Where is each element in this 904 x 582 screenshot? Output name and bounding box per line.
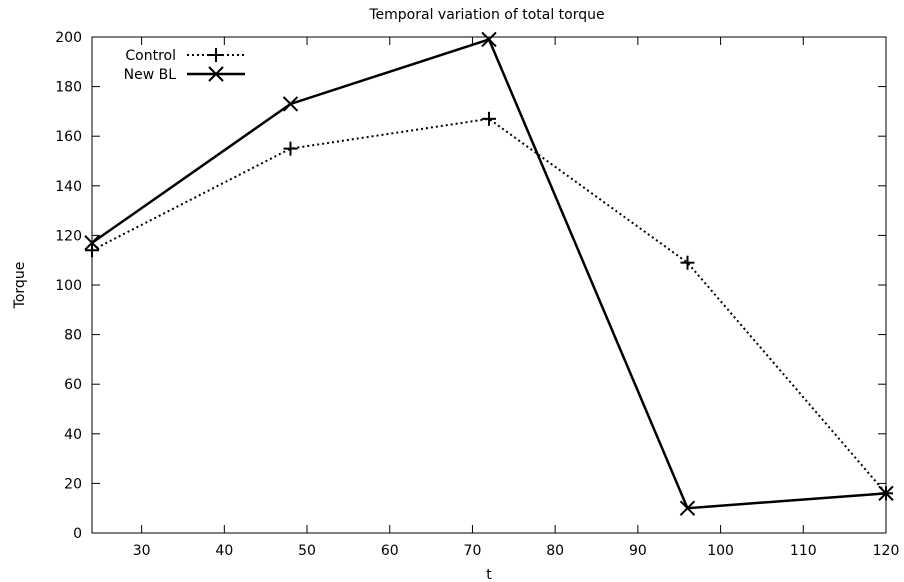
x-tick-label: 30 xyxy=(133,543,151,559)
x-tick-label: 100 xyxy=(707,543,734,559)
y-tick-label: 40 xyxy=(64,427,82,443)
legend-label: Control xyxy=(125,48,176,64)
series-1-point xyxy=(84,235,100,251)
legend-marker xyxy=(208,66,224,82)
y-tick-label: 120 xyxy=(55,228,82,244)
y-tick-label: 160 xyxy=(55,129,82,145)
y-tick-label: 140 xyxy=(55,179,82,195)
series-1-point xyxy=(481,31,497,48)
series-1-point xyxy=(679,500,696,516)
y-tick-label: 60 xyxy=(64,377,82,393)
series-0-point xyxy=(283,141,298,156)
x-axis-title: t xyxy=(486,567,492,582)
x-tick-label: 40 xyxy=(215,543,233,559)
series-line-0 xyxy=(91,117,887,494)
legend-marker xyxy=(209,48,223,62)
y-tick-label: 20 xyxy=(64,476,82,492)
series-1-point xyxy=(878,485,894,502)
series-0-point xyxy=(85,243,99,258)
x-tick-label: 50 xyxy=(298,543,316,559)
x-tick-label: 70 xyxy=(464,543,482,559)
series-0-point xyxy=(482,111,496,126)
y-tick-label: 200 xyxy=(55,30,82,46)
y-tick-label: 100 xyxy=(55,278,82,294)
legend-label: New BL xyxy=(124,67,177,83)
y-tick-label: 0 xyxy=(73,526,82,542)
series-line-1 xyxy=(91,37,887,510)
x-tick-label: 90 xyxy=(629,543,647,559)
y-axis-title: Torque xyxy=(12,262,28,310)
x-tick-label: 110 xyxy=(790,543,817,559)
chart-title: Temporal variation of total torque xyxy=(368,7,604,23)
series-1-point xyxy=(282,96,299,112)
x-tick-label: 120 xyxy=(873,543,900,559)
x-tick-label: 60 xyxy=(381,543,399,559)
series-0-point xyxy=(680,255,695,270)
plot-frame xyxy=(91,36,887,534)
y-tick-label: 80 xyxy=(64,328,82,344)
y-tick-label: 180 xyxy=(55,80,82,96)
x-tick-label: 80 xyxy=(546,543,564,559)
